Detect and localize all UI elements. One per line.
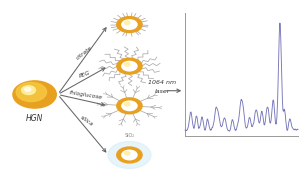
Circle shape [117, 98, 142, 114]
Circle shape [122, 61, 137, 71]
Circle shape [122, 150, 137, 160]
Circle shape [124, 21, 130, 25]
Text: citrate: citrate [75, 46, 93, 61]
Circle shape [124, 63, 130, 66]
Circle shape [108, 142, 151, 168]
Circle shape [122, 101, 137, 111]
Text: laser: laser [155, 89, 170, 94]
Text: PEG: PEG [78, 70, 91, 79]
Circle shape [13, 81, 56, 108]
Text: HGN: HGN [26, 114, 43, 123]
Circle shape [22, 86, 36, 94]
Text: thioglucose: thioglucose [69, 90, 103, 100]
Circle shape [117, 147, 142, 163]
Text: SiO₂: SiO₂ [124, 133, 135, 138]
Circle shape [122, 20, 137, 29]
Circle shape [117, 58, 142, 74]
Circle shape [124, 152, 130, 155]
Text: silica: silica [79, 115, 95, 127]
Circle shape [124, 102, 130, 106]
Circle shape [117, 17, 142, 33]
Circle shape [16, 83, 47, 101]
Circle shape [25, 88, 31, 91]
Text: 1064 nm: 1064 nm [148, 80, 177, 85]
